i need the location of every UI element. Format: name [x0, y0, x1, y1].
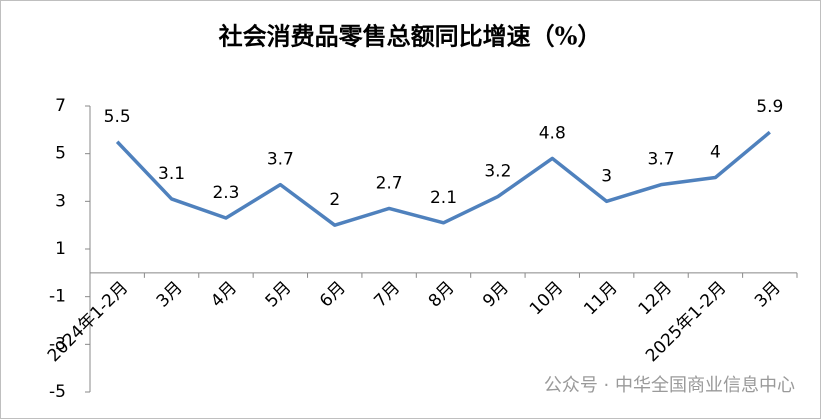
data-label: 2.1 [430, 188, 457, 208]
watermark: 公众号 · 中华全国商业信息中心 [544, 375, 795, 396]
y-tick-label: -3 [49, 334, 66, 354]
y-tick-label: 7 [55, 96, 66, 116]
data-label: 3.1 [158, 164, 185, 184]
y-tick-label: 3 [55, 191, 66, 211]
data-label: 3.7 [267, 150, 294, 170]
data-label: 4.8 [539, 123, 566, 143]
data-label: 4 [710, 143, 721, 163]
data-label: 3.2 [484, 162, 511, 182]
y-tick-label: -1 [49, 287, 66, 307]
data-label: 3.7 [648, 150, 675, 170]
data-label: 5.5 [104, 107, 131, 127]
data-label: 2.3 [212, 183, 239, 203]
data-label: 2 [329, 190, 340, 210]
y-tick-label: 1 [55, 239, 66, 259]
chart-title: 社会消费品零售总额同比增速（%） [219, 22, 602, 51]
data-label: 5.9 [756, 97, 783, 117]
y-tick-label: 5 [55, 144, 66, 164]
line-series [115, 130, 771, 227]
data-label: 2.7 [376, 173, 403, 193]
data-label: 3 [601, 166, 612, 186]
y-tick-label: -5 [49, 382, 66, 402]
